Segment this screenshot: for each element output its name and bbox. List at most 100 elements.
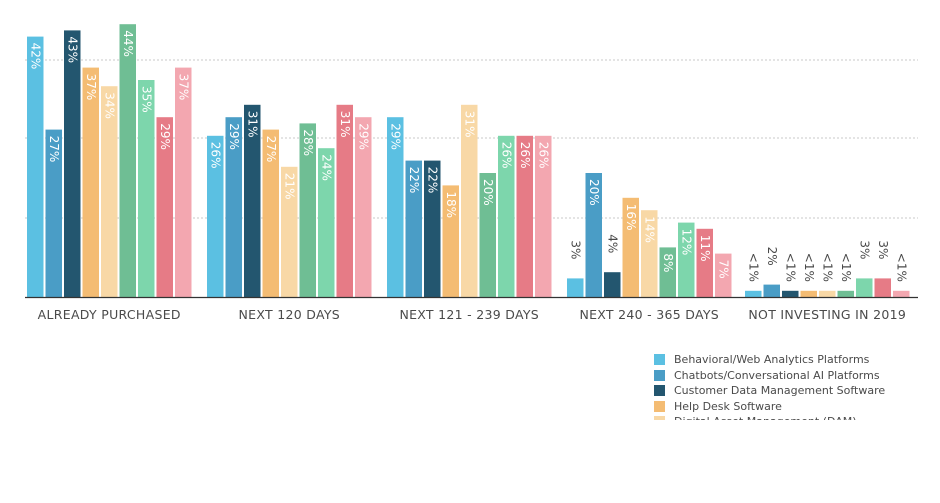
legend-item: Digital Asset Management (DAM) bbox=[654, 414, 904, 420]
bar-value-label: 20% bbox=[587, 179, 601, 206]
legend-label: Help Desk Software bbox=[674, 399, 782, 413]
legend-label: Digital Asset Management (DAM) bbox=[674, 415, 857, 420]
bar bbox=[800, 290, 817, 297]
bar bbox=[355, 117, 372, 297]
legend-swatch bbox=[654, 385, 665, 397]
legend-item: Help Desk Software bbox=[654, 399, 904, 415]
legend-swatch bbox=[654, 400, 665, 412]
bar-value-label: <1% bbox=[820, 253, 834, 282]
bar bbox=[659, 247, 676, 297]
bar bbox=[745, 290, 762, 297]
bar bbox=[225, 117, 242, 297]
bar-value-label: 29% bbox=[158, 123, 172, 150]
bar bbox=[874, 278, 891, 297]
bar-value-label: 37% bbox=[176, 74, 190, 101]
bar bbox=[622, 197, 639, 297]
category-label: NOT INVESTING IN 2019 bbox=[748, 307, 906, 322]
bar-value-label: <1% bbox=[746, 253, 760, 282]
bar bbox=[175, 67, 192, 297]
bar-value-label: <1% bbox=[894, 253, 908, 282]
bar bbox=[244, 104, 261, 297]
bar-value-label: 28% bbox=[301, 129, 315, 156]
bar bbox=[782, 290, 799, 297]
bar-value-label: 14% bbox=[642, 216, 656, 243]
bar-value-label: 12% bbox=[679, 229, 693, 256]
bar-value-label: 27% bbox=[264, 136, 278, 163]
category-label: NEXT 121 - 239 DAYS bbox=[399, 307, 539, 322]
bar-value-label: 29% bbox=[227, 123, 241, 150]
bar-value-label: 29% bbox=[356, 123, 370, 150]
category-label: NEXT 120 DAYS bbox=[239, 307, 341, 322]
chart-legend: Behavioral/Web Analytics Platforms Chatbo… bbox=[654, 352, 904, 420]
bar bbox=[119, 24, 136, 297]
bar bbox=[461, 104, 478, 297]
category-label: NEXT 240 - 365 DAYS bbox=[579, 307, 719, 322]
legend-label: Chatbots/Conversational AI Platforms bbox=[674, 368, 880, 382]
bar bbox=[424, 160, 441, 297]
bar-value-label: 27% bbox=[47, 136, 61, 163]
bar-value-label: 20% bbox=[481, 179, 495, 206]
bar-value-label: 3% bbox=[568, 240, 582, 259]
bar bbox=[387, 117, 404, 297]
bar bbox=[641, 210, 658, 297]
bar bbox=[819, 290, 836, 297]
bar-value-label: 11% bbox=[698, 235, 712, 262]
bar-value-label: 16% bbox=[624, 204, 638, 231]
bar bbox=[604, 272, 621, 297]
legend-swatch bbox=[654, 416, 665, 420]
bar bbox=[281, 166, 298, 297]
bar bbox=[763, 284, 780, 297]
bar bbox=[405, 160, 422, 297]
bar-value-label: 42% bbox=[28, 43, 42, 70]
bar-value-label: 31% bbox=[462, 111, 476, 138]
bar bbox=[27, 36, 44, 297]
bar bbox=[138, 80, 155, 297]
legend-label: Customer Data Management Software bbox=[674, 384, 886, 398]
bar bbox=[516, 135, 533, 297]
bar bbox=[893, 290, 910, 297]
bar-value-label: 26% bbox=[499, 142, 513, 169]
bar-value-label: 35% bbox=[139, 86, 153, 113]
legend-item: Chatbots/Conversational AI Platforms bbox=[654, 368, 904, 384]
bar bbox=[696, 228, 713, 297]
legend-item: Behavioral/Web Analytics Platforms bbox=[654, 352, 904, 368]
bar bbox=[585, 173, 602, 297]
bar-value-label: 24% bbox=[319, 154, 333, 181]
bar bbox=[336, 104, 353, 297]
bar-value-label: 18% bbox=[444, 191, 458, 218]
legend-swatch bbox=[654, 369, 665, 381]
bar-value-label: 3% bbox=[857, 240, 871, 259]
bar-value-label: 26% bbox=[208, 142, 222, 169]
category-label: ALREADY PURCHASED bbox=[38, 307, 181, 322]
bar-value-label: 2% bbox=[765, 247, 779, 266]
legend-item: Customer Data Management Software bbox=[654, 383, 904, 399]
bar-value-label: 44% bbox=[121, 30, 135, 57]
bar-value-label: <1% bbox=[802, 253, 816, 282]
bar bbox=[715, 253, 732, 297]
bar-value-label: 26% bbox=[518, 142, 532, 169]
bar bbox=[299, 123, 316, 298]
bar bbox=[207, 135, 224, 297]
bar-value-label: 31% bbox=[338, 111, 352, 138]
bar-value-label: 43% bbox=[65, 36, 79, 63]
bar bbox=[498, 135, 515, 297]
bar-value-label: 29% bbox=[388, 123, 402, 150]
bar-value-label: 34% bbox=[102, 92, 116, 119]
bar-value-label: 37% bbox=[84, 74, 98, 101]
bar-value-label: 3% bbox=[876, 240, 890, 259]
bar bbox=[156, 117, 173, 297]
bar bbox=[64, 30, 81, 298]
bar-value-label: 4% bbox=[605, 234, 619, 253]
bar bbox=[45, 129, 62, 297]
bar-value-label: <1% bbox=[783, 253, 797, 282]
bar bbox=[856, 278, 873, 297]
bar bbox=[318, 148, 335, 297]
bar bbox=[101, 86, 118, 297]
bar-value-label: 31% bbox=[245, 111, 259, 138]
legend-label: Behavioral/Web Analytics Platforms bbox=[674, 353, 870, 367]
bar bbox=[442, 185, 459, 297]
bar-value-label: 22% bbox=[425, 167, 439, 194]
bar-value-label: 21% bbox=[282, 173, 296, 200]
bar bbox=[262, 129, 279, 297]
